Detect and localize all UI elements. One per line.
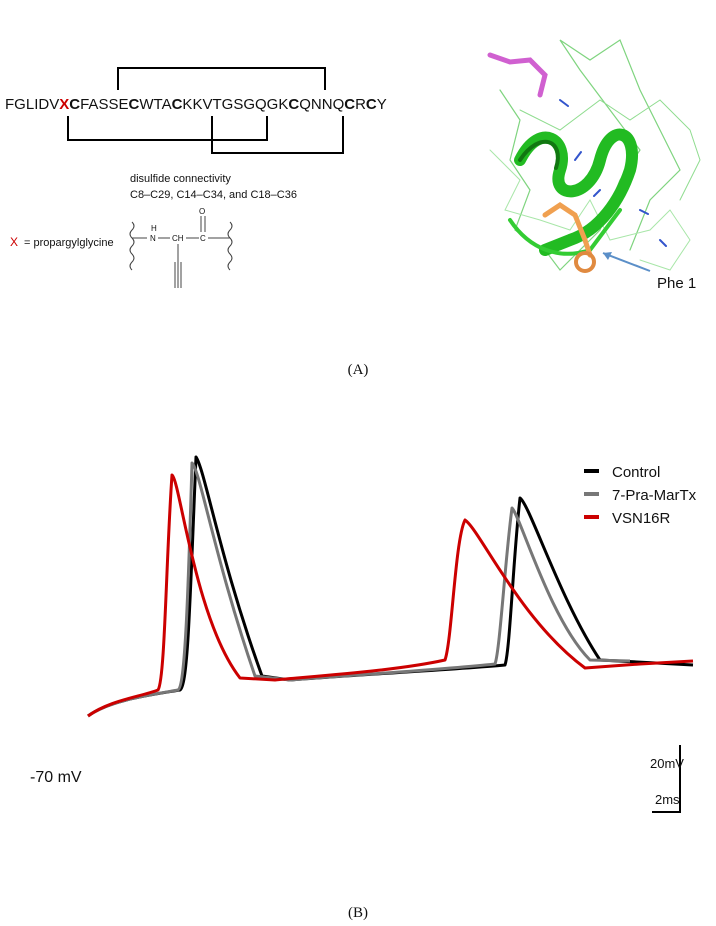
residue-label: Phe 1 — [657, 275, 696, 292]
structure — [129, 216, 233, 288]
trace-vsn16r — [87, 473, 694, 718]
atom-label: C — [200, 234, 206, 243]
x-definition: = propargylglycine — [24, 237, 114, 249]
bracket-c18-c36 — [211, 116, 344, 154]
atom-label: CH — [172, 234, 184, 243]
bracket-c8-c29 — [67, 116, 268, 141]
traces — [87, 455, 694, 718]
scale-bar — [652, 745, 681, 813]
arrow-head — [603, 252, 612, 260]
scale-voltage: 20mV — [650, 756, 684, 771]
connectivity: C8–C29, C14–C34, and C18–C36 — [130, 189, 297, 201]
atom-label: N — [150, 234, 156, 243]
connectivity-title: disulfide connectivity — [130, 173, 231, 185]
atom-label: H — [151, 224, 157, 233]
legend-label: VSN16R — [612, 510, 671, 527]
legend-label: Control — [612, 464, 660, 481]
scale-time: 2ms — [655, 792, 680, 807]
wavy-bond — [129, 221, 135, 271]
arrow — [602, 252, 651, 272]
legend-label: 7-Pra-MarTx — [612, 487, 697, 504]
caption-b: (B) — [348, 905, 368, 921]
bracket-c14-c34 — [117, 67, 326, 90]
atom-label: O — [199, 207, 205, 216]
sequence: FGLIDVXCFASSECWTACKKVTGSGQGKCQNNQCRCY — [5, 96, 387, 113]
wavy-bond — [227, 221, 233, 271]
resting-label: -70 mV — [30, 769, 82, 786]
x-symbol: X — [10, 235, 18, 249]
disulfide-brackets — [67, 67, 344, 154]
protein-structure — [487, 39, 701, 273]
legend: Control 7-Pra-MarTx VSN16R — [584, 464, 697, 527]
caption-a: (A) — [348, 362, 369, 378]
